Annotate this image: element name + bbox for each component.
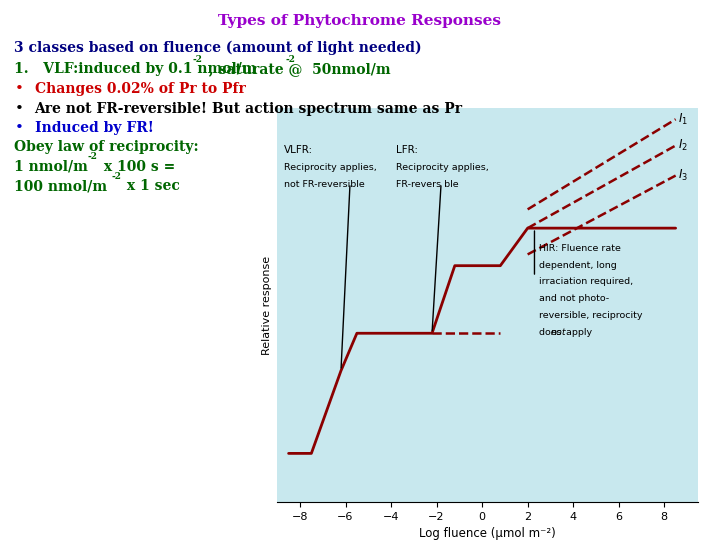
Text: Induced by FR!: Induced by FR! bbox=[35, 121, 153, 135]
Text: apply: apply bbox=[563, 328, 592, 337]
Text: $I_1$: $I_1$ bbox=[678, 112, 688, 127]
Text: 1 nmol/m: 1 nmol/m bbox=[14, 160, 89, 174]
Text: FR-revers ble: FR-revers ble bbox=[395, 180, 458, 189]
Text: , saturate @  50nmol/m: , saturate @ 50nmol/m bbox=[204, 62, 390, 76]
Text: irraciation required,: irraciation required, bbox=[539, 278, 633, 286]
Text: •: • bbox=[14, 82, 23, 96]
Text: Obey law of reciprocity:: Obey law of reciprocity: bbox=[14, 140, 199, 154]
Text: $I_3$: $I_3$ bbox=[678, 168, 688, 183]
Text: Types of Phytochrome Responses: Types of Phytochrome Responses bbox=[218, 14, 502, 28]
Text: Reciprocity applies,: Reciprocity applies, bbox=[284, 163, 377, 172]
Text: -2: -2 bbox=[112, 172, 122, 181]
Text: not FR-reversible: not FR-reversible bbox=[284, 180, 365, 189]
Text: Are not FR-reversible! But action spectrum same as Pr: Are not FR-reversible! But action spectr… bbox=[35, 102, 462, 116]
Text: -2: -2 bbox=[193, 55, 203, 64]
Text: Changes 0.02% of Pr to Pfr: Changes 0.02% of Pr to Pfr bbox=[35, 82, 246, 96]
Text: reversible, reciprocity: reversible, reciprocity bbox=[539, 311, 642, 320]
Text: x 1 sec: x 1 sec bbox=[122, 179, 180, 193]
Text: Reciprocity applies,: Reciprocity applies, bbox=[395, 163, 488, 172]
Text: VLFR:: VLFR: bbox=[284, 145, 313, 155]
Text: not: not bbox=[550, 328, 566, 337]
Text: 3 classes based on fluence (amount of light needed): 3 classes based on fluence (amount of li… bbox=[14, 40, 422, 55]
Y-axis label: Relative response: Relative response bbox=[261, 255, 271, 355]
Text: x 100 s =: x 100 s = bbox=[99, 160, 176, 174]
Text: •: • bbox=[14, 121, 23, 135]
Text: 1.   VLF:induced by 0.1 nmol/m: 1. VLF:induced by 0.1 nmol/m bbox=[14, 62, 257, 76]
Text: -2: -2 bbox=[286, 55, 296, 64]
X-axis label: Log fluence (μmol m⁻²): Log fluence (μmol m⁻²) bbox=[420, 528, 556, 540]
Text: -2: -2 bbox=[88, 152, 98, 161]
Text: $I_2$: $I_2$ bbox=[678, 138, 688, 153]
Text: dependent, long: dependent, long bbox=[539, 261, 617, 269]
Text: 100 nmol/m: 100 nmol/m bbox=[14, 179, 107, 193]
Text: does: does bbox=[539, 328, 564, 337]
Text: HIR: Fluence rate: HIR: Fluence rate bbox=[539, 244, 621, 253]
Text: LFR:: LFR: bbox=[395, 145, 418, 155]
Text: and not photo-: and not photo- bbox=[539, 294, 609, 303]
Text: •: • bbox=[14, 102, 23, 116]
